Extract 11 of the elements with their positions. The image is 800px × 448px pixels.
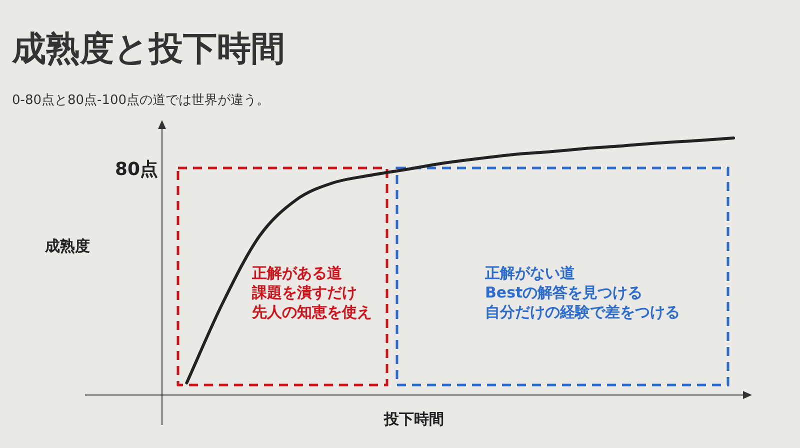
annotation: 正解がない道 [484, 264, 576, 282]
annotation: 自分だけの経験で差をつける [485, 303, 680, 321]
annotation: Bestの解答を見つける [485, 284, 643, 302]
annotation: 課題を潰すだけ [251, 284, 357, 302]
text: 成熟度 [44, 237, 90, 255]
annotation: 先人の知恵を使え [251, 303, 372, 321]
chart-subtitle: 0-80点と80点-100点の道では世界が違う。 [12, 93, 270, 108]
text: 80点 [115, 159, 158, 180]
chart-title: 成熟度と投下時間 [11, 29, 285, 69]
x-axis-title: 投下時間 [383, 410, 444, 428]
annotation: 正解がある道 [251, 264, 343, 282]
